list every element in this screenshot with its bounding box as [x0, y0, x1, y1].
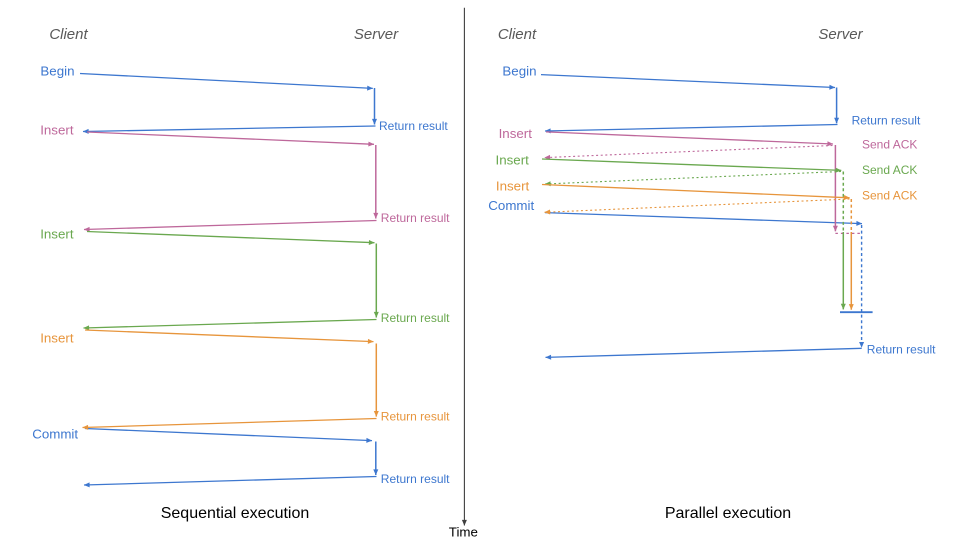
- svg-text:Send ACK: Send ACK: [862, 137, 917, 151]
- svg-text:Time: Time: [449, 525, 478, 540]
- svg-text:Begin: Begin: [40, 63, 74, 78]
- svg-text:Return result: Return result: [379, 119, 448, 133]
- svg-text:Client: Client: [498, 26, 537, 43]
- svg-text:Insert: Insert: [40, 122, 74, 137]
- svg-text:Server: Server: [354, 26, 399, 43]
- svg-text:Server: Server: [818, 26, 863, 43]
- svg-text:Insert: Insert: [40, 331, 74, 346]
- svg-text:Send ACK: Send ACK: [862, 189, 917, 203]
- svg-text:Return result: Return result: [381, 410, 450, 424]
- svg-text:Return result: Return result: [852, 114, 921, 128]
- svg-text:Parallel execution: Parallel execution: [665, 505, 791, 522]
- svg-text:Insert: Insert: [496, 179, 530, 194]
- svg-text:Insert: Insert: [496, 153, 530, 168]
- svg-text:Insert: Insert: [40, 227, 74, 242]
- svg-text:Sequential execution: Sequential execution: [161, 505, 310, 522]
- svg-text:Begin: Begin: [502, 63, 536, 78]
- svg-text:Commit: Commit: [488, 198, 534, 213]
- svg-text:Return result: Return result: [381, 211, 450, 225]
- svg-text:Client: Client: [49, 26, 88, 43]
- svg-text:Insert: Insert: [499, 126, 533, 141]
- svg-text:Send ACK: Send ACK: [862, 163, 917, 177]
- svg-text:Return result: Return result: [381, 311, 450, 325]
- svg-text:Return result: Return result: [867, 343, 936, 357]
- svg-text:Commit: Commit: [32, 426, 78, 441]
- svg-text:Return result: Return result: [381, 472, 450, 486]
